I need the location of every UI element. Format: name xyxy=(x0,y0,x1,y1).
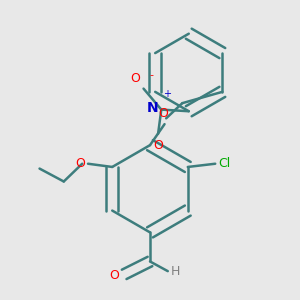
Text: O: O xyxy=(110,269,119,283)
Text: +: + xyxy=(163,89,171,99)
Text: Cl: Cl xyxy=(218,157,231,170)
Text: H: H xyxy=(171,265,180,278)
Text: -: - xyxy=(149,70,153,80)
Text: O: O xyxy=(130,72,140,85)
Text: O: O xyxy=(153,139,163,152)
Text: N: N xyxy=(147,101,159,115)
Text: O: O xyxy=(76,157,85,170)
Text: O: O xyxy=(158,107,168,120)
